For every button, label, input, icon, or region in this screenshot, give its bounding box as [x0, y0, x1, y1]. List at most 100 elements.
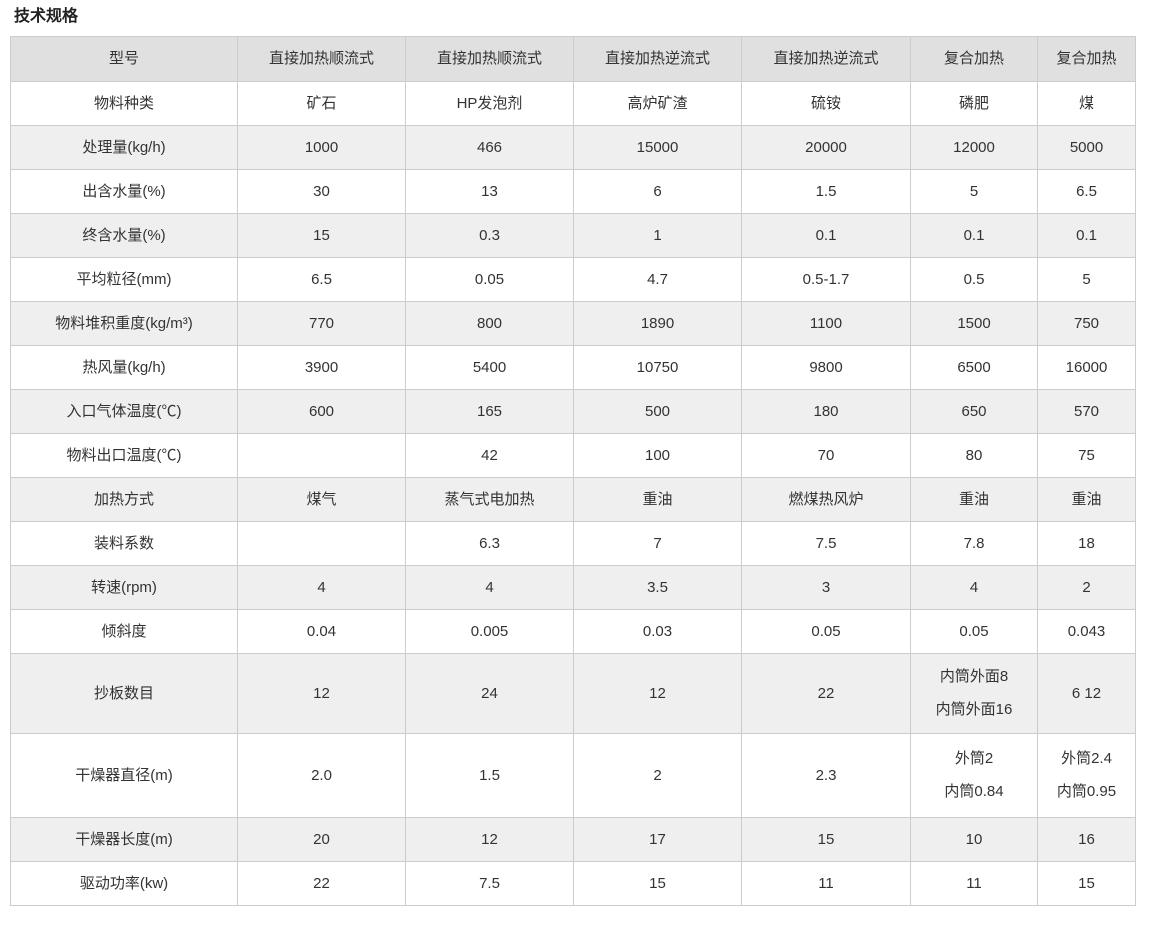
table-header: 型号 直接加热顺流式 直接加热顺流式 直接加热逆流式 直接加热逆流式 复合加热 复合加热 — [10, 35, 1136, 82]
table-row: 物料种类 矿石 HP发泡剂 高炉矿渣 硫铵 磷肥煤 — [10, 80, 1136, 126]
cell-value: 0.5 — [910, 256, 1038, 302]
cell-value: 6.3 — [405, 520, 574, 566]
cell-value: 11 — [910, 860, 1038, 906]
cell-value: 20000 — [741, 124, 911, 170]
table-row: 干燥器长度(m) 20 12 17 15 10 16 — [10, 816, 1136, 862]
row-label: 物料堆积重度(kg/m³) — [10, 300, 238, 346]
cell-value: 0.05 — [910, 608, 1038, 654]
cell-value: 0.1 — [741, 212, 911, 258]
cell-value: 重油 — [1037, 476, 1136, 522]
cell-value: 4 — [405, 564, 574, 610]
cell-value: 6 — [573, 168, 742, 214]
column-header: 直接加热顺流式 — [405, 35, 574, 82]
row-label: 驱动功率(kw) — [10, 860, 238, 906]
table-row: 干燥器直径(m) 2.0 1.5 2 2.3 外筒2 内筒0.84 外筒2.4 内筒0.95 — [10, 732, 1136, 818]
spec-table: 型号 直接加热顺流式 直接加热顺流式 直接加热逆流式 直接加热逆流式 复合加热 复合加热 物… — [10, 35, 1136, 906]
cell-value: 0.005 — [405, 608, 574, 654]
cell-value: 5400 — [405, 344, 574, 390]
cell-value: 蒸气式电加热 — [405, 476, 574, 522]
row-label: 加热方式 — [10, 476, 238, 522]
cell-value: 煤 — [1037, 80, 1136, 126]
row-label: 干燥器长度(m) — [10, 816, 238, 862]
cell-value: 770 — [237, 300, 406, 346]
cell-value: 18 — [1037, 520, 1136, 566]
cell-value: 0.3 — [405, 212, 574, 258]
cell-value: 24 — [405, 652, 574, 734]
row-label: 装料系数 — [10, 520, 238, 566]
cell-value: 7.5 — [741, 520, 911, 566]
column-header-model: 型号 — [10, 35, 238, 82]
row-label: 处理量(kg/h) — [10, 124, 238, 170]
row-label: 物料出口温度(℃) — [10, 432, 238, 478]
cell-value: 12 — [237, 652, 406, 734]
row-label: 终含水量(%) — [10, 212, 238, 258]
row-label: 物料种类 — [10, 80, 238, 126]
cell-value: 2.0 — [237, 732, 406, 818]
column-header: 复合加热 — [1037, 35, 1136, 82]
cell-value: 16 — [1037, 816, 1136, 862]
cell-value: 6.5 — [1037, 168, 1136, 214]
cell-value: 466 — [405, 124, 574, 170]
cell-value: 12 — [573, 652, 742, 734]
cell-value: 内筒外面8 内筒外面16 — [910, 652, 1038, 734]
cell-value: 22 — [741, 652, 911, 734]
cell-value: 75 — [1037, 432, 1136, 478]
cell-value: 4.7 — [573, 256, 742, 302]
table-row: 入口气体温度(℃) 600 165 500 180 650 570 — [10, 388, 1136, 434]
row-label: 转速(rpm) — [10, 564, 238, 610]
cell-value: 矿石 — [237, 80, 406, 126]
cell-value: 17 — [573, 816, 742, 862]
cell-value: 高炉矿渣 — [573, 80, 742, 126]
cell-value: 硫铵 — [741, 80, 911, 126]
table-row: 终含水量(%) 15 0.3 1 0.1 0.1 0.1 — [10, 212, 1136, 258]
table-row: 加热方式 煤气 蒸气式电加热 重油 燃煤热风炉 重油 重油 — [10, 476, 1136, 522]
cell-value: 1000 — [237, 124, 406, 170]
table-row: 驱动功率(kw) 22 7.5 15 11 11 15 — [10, 860, 1136, 906]
column-header: 直接加热顺流式 — [237, 35, 406, 82]
cell-value: 0.04 — [237, 608, 406, 654]
cell-value: 外筒2.4 内筒0.95 — [1037, 732, 1136, 818]
cell-value: 3900 — [237, 344, 406, 390]
cell-value: 1 — [573, 212, 742, 258]
cell-value: 15 — [741, 816, 911, 862]
cell-value: 165 — [405, 388, 574, 434]
cell-value: 1890 — [573, 300, 742, 346]
cell-value: 22 — [237, 860, 406, 906]
page-title: 技术规格 — [14, 8, 79, 25]
cell-value: 5 — [1037, 256, 1136, 302]
cell-value: 0.5-1.7 — [741, 256, 911, 302]
row-label: 倾斜度 — [10, 608, 238, 654]
cell-value: 100 — [573, 432, 742, 478]
row-label: 抄板数目 — [10, 652, 238, 734]
cell-value: 80 — [910, 432, 1038, 478]
cell-value — [237, 432, 406, 478]
cell-value: 12000 — [910, 124, 1038, 170]
cell-value: 16000 — [1037, 344, 1136, 390]
cell-value: 5000 — [1037, 124, 1136, 170]
column-header: 直接加热逆流式 — [741, 35, 911, 82]
table-row: 平均粒径(mm) 6.5 0.05 4.7 0.5-1.7 0.5 5 — [10, 256, 1136, 302]
cell-value: 4 — [237, 564, 406, 610]
table-row: 物料堆积重度(kg/m³) 770 800 1890 1100 1500 750 — [10, 300, 1136, 346]
cell-value: 180 — [741, 388, 911, 434]
cell-value: 15 — [1037, 860, 1136, 906]
cell-value: 煤气 — [237, 476, 406, 522]
table-body: 物料种类 矿石 HP发泡剂 高炉矿渣 硫铵 磷肥煤处理量(kg/h) 1000 466 1 500… — [10, 80, 1136, 906]
cell-value: 570 — [1037, 388, 1136, 434]
table-row: 物料出口温度(℃) 42 100 70 80 75 — [10, 432, 1136, 478]
cell-value: 70 — [741, 432, 911, 478]
table-row: 转速(rpm) 4 4 3.5 3 4 2 — [10, 564, 1136, 610]
cell-value: 6 12 — [1037, 652, 1136, 734]
cell-value: 0.03 — [573, 608, 742, 654]
row-label: 入口气体温度(℃) — [10, 388, 238, 434]
table-row: 倾斜度 0.04 0.005 0.03 0.05 0.05 0.043 — [10, 608, 1136, 654]
cell-value: 3 — [741, 564, 911, 610]
cell-value: 15 — [573, 860, 742, 906]
cell-value: 1.5 — [741, 168, 911, 214]
cell-value: 1.5 — [405, 732, 574, 818]
cell-value: 燃煤热风炉 — [741, 476, 911, 522]
cell-value: 20 — [237, 816, 406, 862]
row-label: 平均粒径(mm) — [10, 256, 238, 302]
column-header: 复合加热 — [910, 35, 1038, 82]
cell-value: 0.1 — [910, 212, 1038, 258]
